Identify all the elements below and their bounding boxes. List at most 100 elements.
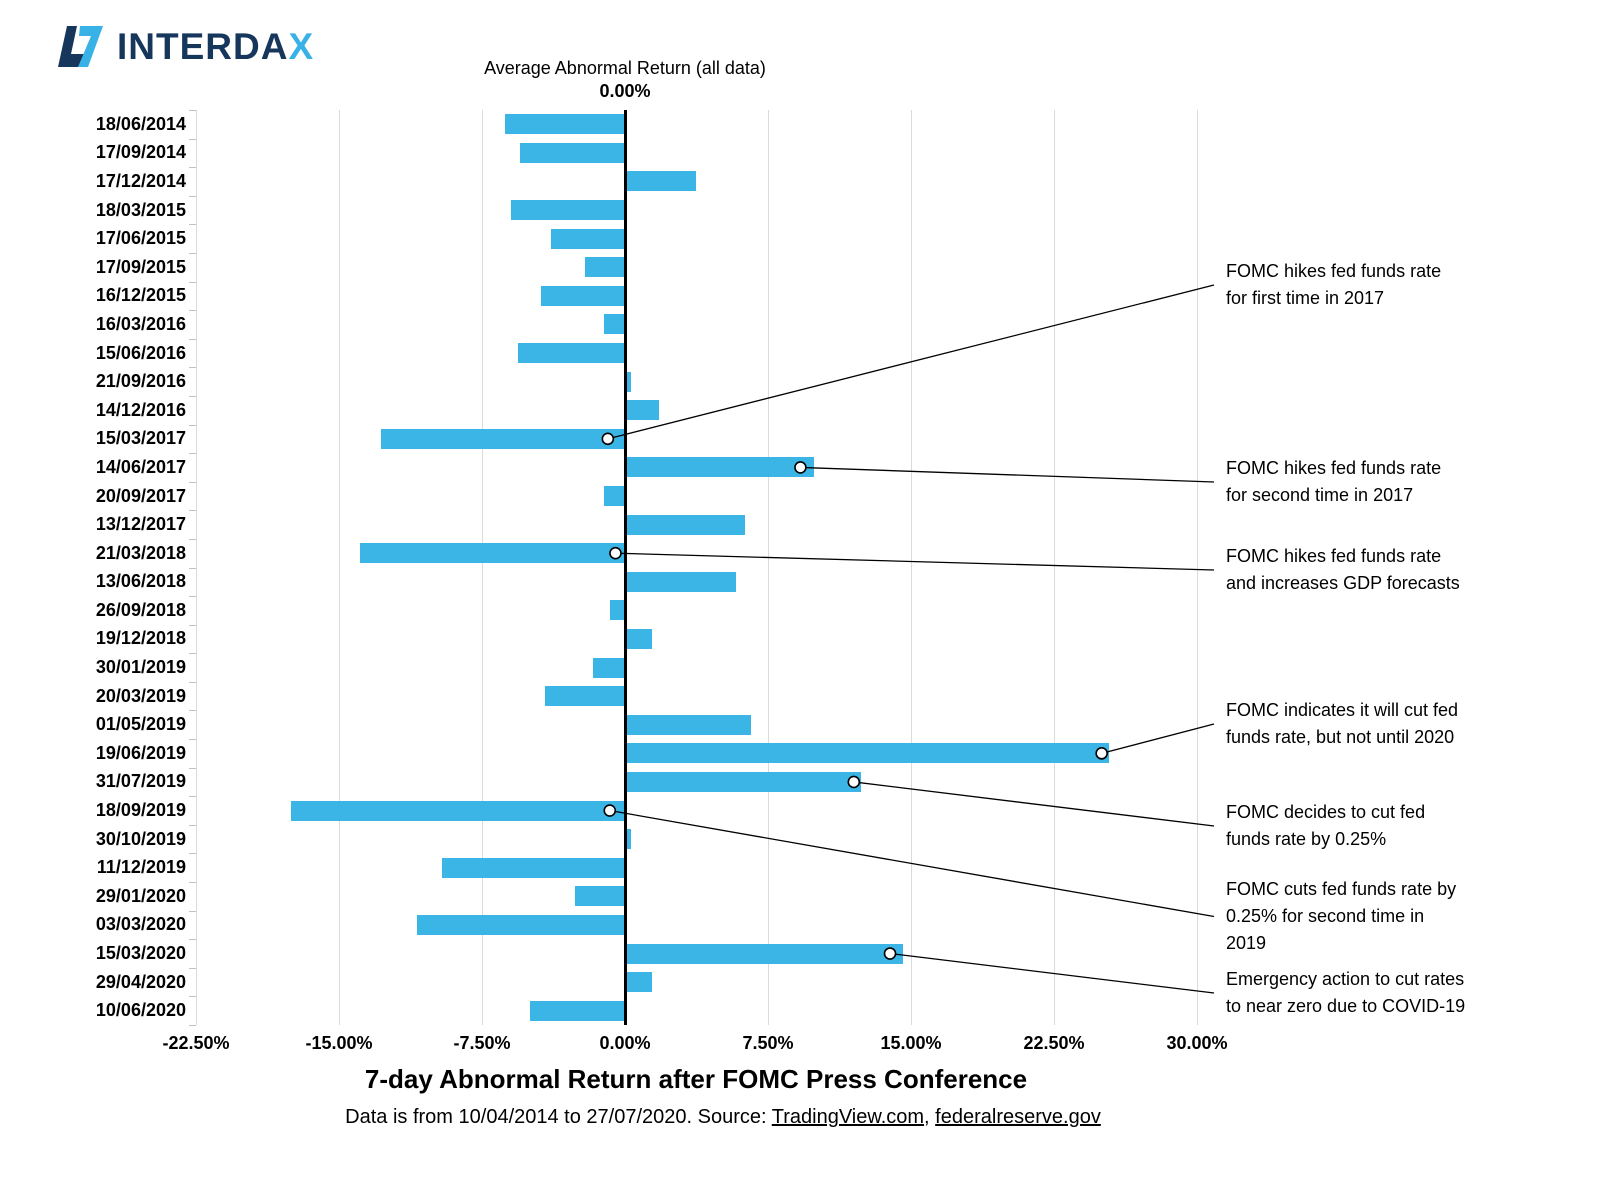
bar: [529, 1000, 625, 1021]
y-axis-tick: [189, 681, 196, 683]
y-axis-tick: [189, 910, 196, 912]
bar: [592, 657, 625, 678]
y-axis-tick: [189, 224, 196, 226]
bar: [625, 972, 652, 993]
gridline: [1053, 110, 1055, 1025]
bar: [510, 200, 625, 221]
bar: [625, 743, 1110, 764]
bar: [609, 600, 625, 621]
bar: [575, 886, 625, 907]
y-axis-tick: [189, 252, 196, 254]
date-label: 18/09/2019: [95, 800, 186, 821]
y-axis-tick: [189, 281, 196, 283]
chart-title: 7-day Abnormal Return after FOMC Press C…: [364, 1064, 1028, 1094]
bar: [518, 343, 625, 364]
date-label: 16/03/2016: [95, 313, 186, 334]
date-label: 21/09/2016: [95, 371, 186, 392]
date-label: 17/09/2015: [95, 256, 186, 277]
date-label: 30/10/2019: [95, 828, 186, 849]
bar: [604, 314, 625, 335]
x-tick-label: -7.50%: [453, 1033, 511, 1053]
interdax-wordmark: INTERDAX: [117, 22, 314, 72]
bar: [625, 514, 746, 535]
y-axis-tick: [189, 824, 196, 826]
date-label: 15/03/2017: [95, 428, 186, 449]
date-label: 10/06/2020: [95, 1000, 186, 1021]
y-axis-tick: [189, 481, 196, 483]
gridline: [338, 110, 340, 1025]
y-axis-tick: [189, 167, 196, 169]
gridline: [481, 110, 483, 1025]
gridline: [1196, 110, 1198, 1025]
y-axis-tick: [189, 939, 196, 941]
y-axis-tick: [189, 424, 196, 426]
bar: [584, 257, 625, 278]
bar: [359, 543, 625, 564]
date-label: 01/05/2019: [95, 714, 186, 735]
y-axis-tick: [189, 138, 196, 140]
y-axis-tick: [189, 767, 196, 769]
bar: [520, 142, 625, 163]
bar: [625, 400, 660, 421]
bar: [625, 714, 751, 735]
y-axis-tick: [189, 996, 196, 998]
bar: [417, 914, 625, 935]
subtitle-text: Data is from 10/04/2014 to 27/07/2020. S…: [345, 1106, 772, 1128]
x-tick-label: 22.50%: [1023, 1033, 1085, 1053]
bar: [625, 457, 814, 478]
y-axis-tick: [189, 653, 196, 655]
y-axis-tick: [189, 1025, 196, 1026]
date-label: 31/07/2019: [95, 771, 186, 792]
interdax-logo: INTERDAX: [54, 22, 314, 72]
y-axis-tick: [189, 967, 196, 969]
y-axis-tick: [189, 567, 196, 569]
bar: [625, 943, 904, 964]
y-axis-tick: [189, 624, 196, 626]
x-tick-label: 15.00%: [880, 1033, 942, 1053]
date-label: 14/06/2017: [95, 456, 186, 477]
date-label: 26/09/2018: [95, 599, 186, 620]
date-label: 29/01/2020: [95, 885, 186, 906]
y-axis-tick: [189, 882, 196, 884]
date-label: 20/03/2019: [95, 685, 186, 706]
bar: [625, 628, 652, 649]
date-label: 11/12/2019: [96, 857, 186, 878]
bar: [291, 800, 625, 821]
bar: [625, 171, 696, 192]
bar: [541, 285, 625, 306]
date-label: 19/12/2018: [95, 628, 186, 649]
date-label: 13/06/2018: [95, 571, 186, 592]
date-label: 18/06/2014: [95, 113, 186, 134]
date-label: 17/06/2015: [95, 228, 186, 249]
date-label: 21/03/2018: [95, 542, 186, 563]
bar: [550, 228, 625, 249]
y-axis-tick: [189, 453, 196, 455]
date-label: 17/09/2014: [95, 142, 186, 163]
wordmark-x: X: [288, 26, 315, 67]
bar: [604, 486, 625, 507]
y-axis-tick: [189, 538, 196, 540]
date-label: 17/12/2014: [95, 170, 186, 191]
y-axis-tick: [189, 110, 196, 111]
subtitle-separator: ,: [924, 1106, 936, 1128]
date-label: 20/09/2017: [95, 485, 186, 506]
y-axis-tick: [189, 338, 196, 340]
link-tradingview[interactable]: TradingView.com: [771, 1106, 925, 1128]
bar: [625, 571, 736, 592]
bar: [380, 428, 625, 449]
date-label: 18/03/2015: [95, 199, 186, 220]
zero-baseline: [623, 110, 627, 1025]
x-tick-label: 7.50%: [742, 1033, 794, 1053]
gridline: [767, 110, 769, 1025]
link-federalreserve[interactable]: federalreserve.gov: [935, 1106, 1101, 1128]
y-axis-tick: [189, 310, 196, 312]
interdax-logo-icon: [58, 26, 103, 67]
y-axis-tick: [189, 395, 196, 397]
date-label: 29/04/2020: [95, 971, 186, 992]
gridline: [195, 110, 197, 1025]
date-label: 30/01/2019: [95, 657, 186, 678]
y-axis-tick: [189, 710, 196, 712]
y-axis-tick: [189, 596, 196, 598]
date-label: 13/12/2017: [95, 514, 186, 535]
